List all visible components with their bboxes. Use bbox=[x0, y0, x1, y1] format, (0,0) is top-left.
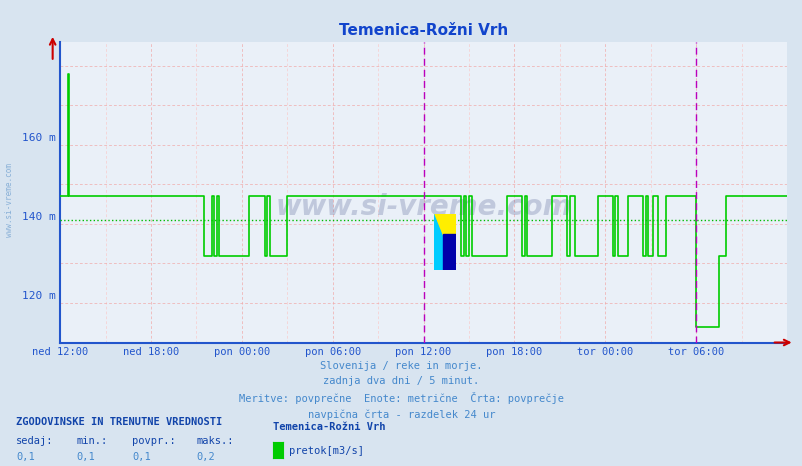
Text: 0,2: 0,2 bbox=[196, 452, 215, 462]
Text: sedaj:: sedaj: bbox=[16, 436, 54, 445]
Text: 0,1: 0,1 bbox=[16, 452, 34, 462]
Text: 0,1: 0,1 bbox=[76, 452, 95, 462]
Title: Temenica-Rožni Vrh: Temenica-Rožni Vrh bbox=[338, 23, 508, 38]
Text: pretok[m3/s]: pretok[m3/s] bbox=[289, 446, 363, 456]
Polygon shape bbox=[433, 214, 456, 270]
Text: www.si-vreme.com: www.si-vreme.com bbox=[275, 193, 571, 221]
Polygon shape bbox=[433, 214, 456, 270]
Text: Slovenija / reke in morje.
zadnja dva dni / 5 minut.
Meritve: povprečne  Enote: : Slovenija / reke in morje. zadnja dva dn… bbox=[239, 361, 563, 419]
Text: www.si-vreme.com: www.si-vreme.com bbox=[5, 164, 14, 237]
Bar bbox=[442, 234, 456, 270]
Text: Temenica-Rožni Vrh: Temenica-Rožni Vrh bbox=[273, 422, 385, 432]
Text: min.:: min.: bbox=[76, 436, 107, 445]
Text: ZGODOVINSKE IN TRENUTNE VREDNOSTI: ZGODOVINSKE IN TRENUTNE VREDNOSTI bbox=[16, 417, 222, 427]
Text: maks.:: maks.: bbox=[196, 436, 234, 445]
Text: povpr.:: povpr.: bbox=[132, 436, 176, 445]
Text: 0,1: 0,1 bbox=[132, 452, 151, 462]
